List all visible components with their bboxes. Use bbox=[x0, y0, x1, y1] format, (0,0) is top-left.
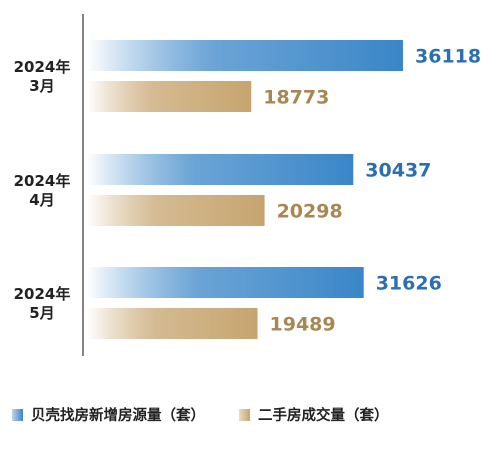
data-label: 36118 bbox=[415, 46, 481, 68]
legend-item-new-listings: 贝壳找房新增房源量（套） bbox=[12, 404, 205, 425]
bar bbox=[87, 195, 265, 226]
category-label: 2024年 bbox=[14, 58, 71, 76]
legend: 贝壳找房新增房源量（套） 二手房成交量（套） bbox=[12, 404, 389, 425]
data-label: 19489 bbox=[270, 314, 336, 336]
category-label: 2024年 bbox=[14, 285, 71, 303]
data-label: 18773 bbox=[263, 87, 329, 109]
category-label: 2024年 bbox=[14, 172, 71, 190]
bar bbox=[87, 267, 364, 298]
legend-item-transactions: 二手房成交量（套） bbox=[239, 404, 389, 425]
legend-label-new-listings: 贝壳找房新增房源量（套） bbox=[31, 408, 205, 424]
legend-label-transactions: 二手房成交量（套） bbox=[258, 408, 389, 424]
data-label: 31626 bbox=[376, 273, 442, 295]
category-label: 4月 bbox=[29, 191, 54, 209]
data-label: 20298 bbox=[277, 201, 343, 223]
category-label: 3月 bbox=[29, 77, 54, 95]
bar bbox=[87, 154, 354, 185]
legend-swatch-transactions bbox=[239, 408, 250, 421]
bar bbox=[87, 40, 403, 71]
category-label: 5月 bbox=[29, 304, 54, 322]
bar bbox=[87, 308, 258, 339]
data-label: 30437 bbox=[365, 160, 431, 182]
legend-swatch-new-listings bbox=[12, 408, 23, 421]
bar bbox=[87, 81, 252, 112]
